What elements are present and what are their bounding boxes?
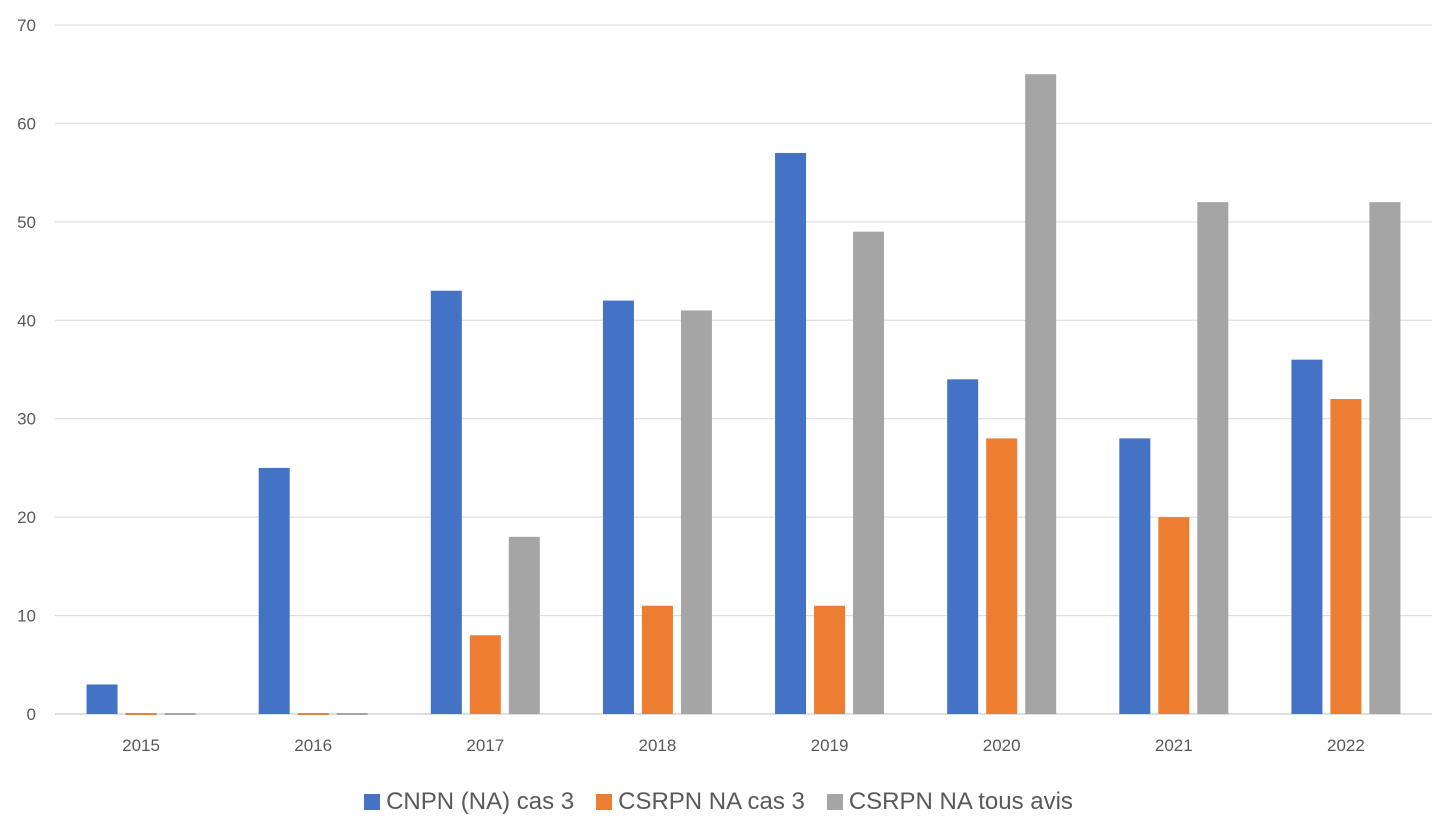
bar-2016-series-1: [297, 713, 329, 715]
legend-item-cnpn-cas3: CNPN (NA) cas 3: [364, 788, 574, 816]
x-tick-label-2020: 2020: [983, 736, 1021, 755]
x-tick-label-2017: 2017: [466, 736, 504, 755]
y-tick-label-30: 30: [17, 410, 36, 429]
x-tick-label-2016: 2016: [294, 736, 332, 755]
bar-2020-series-0: [947, 379, 979, 714]
y-tick-label-60: 60: [17, 114, 36, 133]
bar-2019-series-1: [814, 605, 846, 714]
bar-2018-series-0: [602, 300, 634, 714]
bar-2015-series-2: [164, 713, 196, 715]
bar-2019-series-2: [853, 231, 885, 714]
bar-2022-series-2: [1369, 202, 1401, 714]
bar-2018-series-1: [641, 605, 673, 714]
bar-2017-series-1: [469, 635, 501, 714]
legend-swatch-cnpn-cas3: [364, 794, 381, 810]
y-tick-label-20: 20: [17, 508, 36, 527]
legend-label-csrpn-tous-avis: CSRPN NA tous avis: [848, 788, 1073, 815]
y-tick-label-70: 70: [17, 16, 36, 35]
bar-2017-series-0: [430, 290, 462, 714]
bar-2022-series-0: [1291, 359, 1323, 714]
bar-2015-series-1: [125, 713, 157, 715]
bar-2021-series-2: [1197, 202, 1229, 714]
bar-2016-series-0: [258, 467, 290, 714]
bar-2016-series-2: [336, 713, 368, 715]
bar-2020-series-2: [1025, 74, 1057, 714]
x-tick-label-2022: 2022: [1327, 736, 1365, 755]
y-tick-label-50: 50: [17, 213, 36, 232]
legend-label-csrpn-cas3: CSRPN NA cas 3: [618, 788, 805, 815]
legend: CNPN (NA) cas 3 CSRPN NA cas 3 CSRPN NA …: [0, 788, 1437, 816]
x-tick-label-2021: 2021: [1155, 736, 1193, 755]
bar-2022-series-1: [1330, 399, 1362, 714]
bar-2015-series-0: [86, 684, 118, 714]
legend-swatch-csrpn-tous-avis: [826, 794, 843, 810]
y-tick-label-0: 0: [27, 705, 36, 724]
bar-chart-plot: 0 10 20 30 40 50 60 70 2015 2016 2017 2018 2019 2020 2…: [17, 16, 1432, 755]
bar-2021-series-1: [1158, 517, 1190, 714]
bar-2020-series-1: [986, 438, 1018, 714]
y-tick-label-10: 10: [17, 607, 36, 626]
legend-item-csrpn-tous-avis: CSRPN NA tous avis: [826, 788, 1073, 816]
bar-2019-series-0: [775, 152, 807, 714]
legend-label-cnpn-cas3: CNPN (NA) cas 3: [386, 788, 575, 815]
legend-swatch-csrpn-cas3: [596, 794, 613, 810]
x-tick-label-2018: 2018: [639, 736, 677, 755]
bar-2018-series-2: [680, 310, 712, 714]
y-tick-label-40: 40: [17, 311, 36, 330]
x-tick-label-2015: 2015: [122, 736, 160, 755]
legend-item-csrpn-cas3: CSRPN NA cas 3: [596, 788, 805, 816]
x-tick-label-2019: 2019: [811, 736, 849, 755]
bar-2021-series-0: [1119, 438, 1151, 714]
bar-2017-series-2: [508, 536, 540, 714]
